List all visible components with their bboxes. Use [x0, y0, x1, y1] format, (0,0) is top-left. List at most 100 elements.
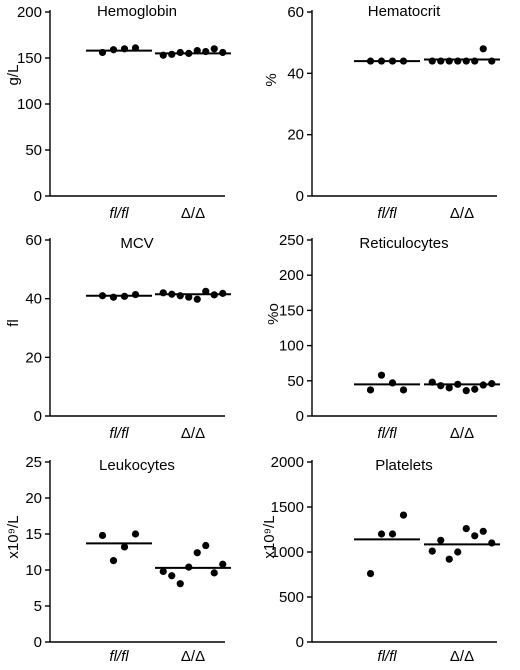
panel-title: Hemoglobin: [97, 3, 177, 20]
data-point: [377, 371, 386, 379]
panel-title: MCV: [120, 235, 153, 252]
category-label: fl/fl: [377, 425, 397, 442]
data-point: [193, 47, 201, 55]
data-point: [176, 292, 184, 300]
data-point: [168, 290, 176, 298]
data-point: [399, 57, 408, 65]
data-point: [159, 567, 167, 576]
y-tick-label: 10: [25, 562, 42, 579]
y-tick-label: 20: [25, 349, 42, 366]
data-point: [388, 57, 397, 65]
category-label: fl/fl: [109, 648, 129, 665]
y-tick-label: 2000: [271, 454, 304, 471]
category-label: fl/fl: [109, 205, 129, 222]
panel-title: Leukocytes: [99, 457, 175, 474]
y-tick-label: 40: [25, 291, 42, 308]
y-tick-label: 40: [287, 65, 304, 82]
y-tick-label: 200: [279, 267, 304, 284]
y-tick-label: 15: [25, 526, 42, 543]
data-point: [176, 48, 184, 57]
data-point: [120, 543, 129, 551]
data-point: [454, 548, 462, 556]
data-point: [428, 378, 436, 386]
data-point: [120, 45, 129, 53]
data-point: [445, 555, 453, 563]
data-point: [202, 47, 210, 56]
data-point: [98, 292, 107, 300]
data-point: [159, 289, 167, 297]
data-point: [109, 46, 118, 54]
data-point: [366, 570, 375, 578]
category-label: Δ/Δ: [181, 648, 205, 665]
y-tick-label: 60: [25, 232, 42, 249]
panel-5: 0 5 10 15 20 25 Leukocytes x10⁹/L fl/fl Δ/Δ: [5, 454, 231, 665]
y-tick-label: 100: [279, 338, 304, 355]
data-point: [185, 293, 193, 301]
data-point: [488, 380, 496, 388]
data-point: [454, 380, 462, 388]
panel-1: 0 50 100 150 200 Hemoglobin g/L fl/fl Δ/Δ: [5, 3, 231, 222]
data-point: [462, 525, 470, 533]
y-tick-label: 200: [17, 4, 42, 21]
data-point: [388, 379, 397, 387]
category-label: fl/fl: [109, 425, 129, 442]
y-tick-label: 0: [34, 634, 42, 651]
category-label: Δ/Δ: [181, 425, 205, 442]
data-point: [454, 57, 462, 65]
data-point: [462, 57, 470, 65]
data-point: [131, 290, 140, 299]
data-point: [437, 57, 445, 65]
y-tick-label: 150: [279, 302, 304, 319]
category-label: Δ/Δ: [450, 648, 474, 665]
data-point: [168, 50, 176, 58]
y-tick-label: 0: [296, 634, 304, 651]
data-point: [185, 49, 193, 58]
panel-3: 0 20 40 60 MCV fl fl/fl Δ/Δ: [5, 232, 231, 442]
data-point: [437, 536, 445, 544]
data-point: [120, 292, 129, 300]
data-point: [428, 547, 436, 555]
data-point: [193, 549, 201, 557]
data-point: [377, 530, 386, 538]
panel-title: Platelets: [375, 457, 433, 474]
y-axis-label: x10⁹/L: [261, 515, 278, 558]
data-point: [193, 295, 201, 303]
y-tick-label: 0: [296, 188, 304, 205]
y-axis-label: %o: [265, 303, 282, 325]
data-point: [131, 530, 140, 538]
panel-2: 0 20 40 60 Hematocrit% fl/fl Δ/Δ: [263, 3, 500, 222]
data-point: [471, 385, 479, 393]
panel-title: Reticulocytes: [359, 235, 448, 252]
y-tick-label: 0: [34, 188, 42, 205]
data-point: [437, 382, 445, 390]
data-point: [219, 48, 227, 57]
y-tick-label: 0: [296, 408, 304, 425]
data-point: [399, 386, 408, 394]
data-point: [479, 381, 487, 389]
data-point: [219, 560, 227, 568]
panel-6: 0 500 1000 1500 2000 Platelets x10⁹/L fl/fl Δ/Δ: [261, 454, 500, 665]
data-point: [445, 57, 453, 65]
data-point: [109, 293, 118, 301]
data-point: [366, 386, 375, 394]
y-tick-label: 0: [34, 408, 42, 425]
data-point: [428, 57, 436, 65]
data-point: [210, 569, 218, 577]
y-tick-label: 20: [25, 490, 42, 507]
data-point: [479, 45, 487, 53]
y-tick-label: 500: [279, 589, 304, 606]
data-point: [219, 289, 227, 297]
data-point: [210, 291, 218, 299]
category-label: fl/fl: [377, 205, 397, 222]
y-tick-label: 50: [287, 373, 304, 390]
category-label: fl/fl: [377, 648, 397, 665]
data-point: [185, 563, 193, 571]
data-point: [471, 57, 479, 65]
y-tick-label: 60: [287, 4, 304, 21]
y-tick-label: 50: [25, 142, 42, 159]
data-point: [366, 57, 375, 65]
data-point: [377, 57, 386, 65]
data-point: [202, 287, 210, 295]
data-point: [388, 530, 397, 538]
